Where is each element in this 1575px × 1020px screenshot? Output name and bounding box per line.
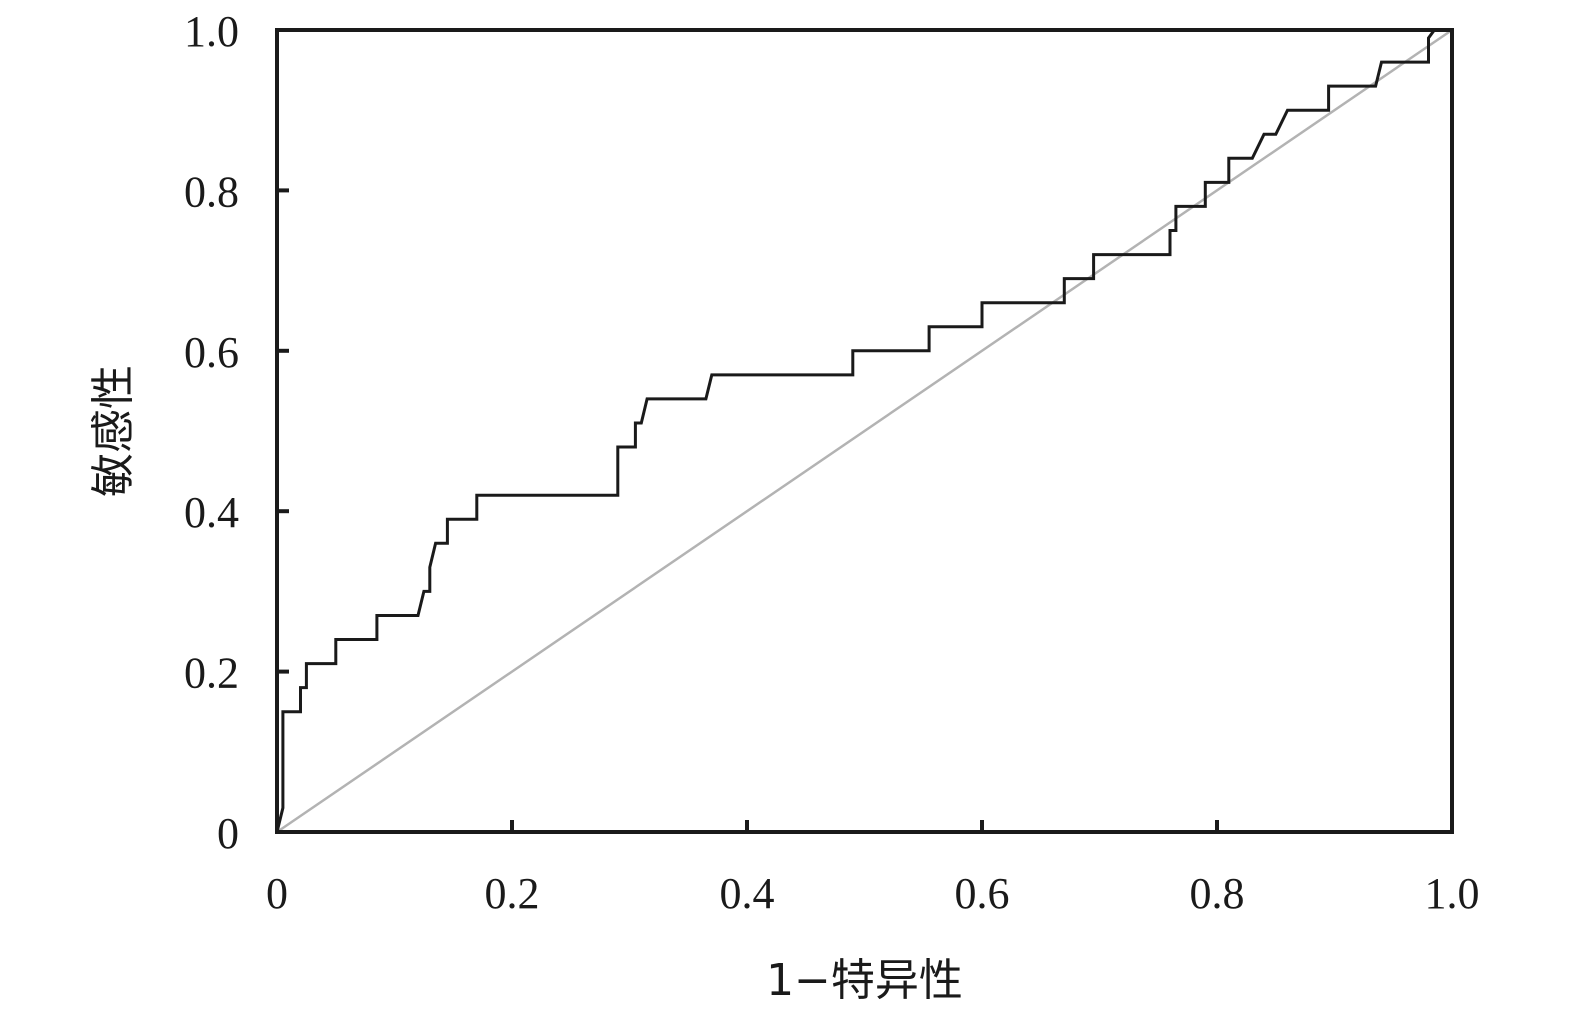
x-tick-label: 1.0	[1425, 869, 1480, 918]
y-tick-label: 0.2	[184, 649, 239, 698]
x-tick-label: 0.6	[955, 869, 1010, 918]
y-tick-label: 0.8	[184, 167, 239, 216]
y-axis-ticks: 0 0.2 0.4 0.6 0.8 1.0	[184, 7, 289, 858]
y-tick-label: 0	[217, 809, 239, 858]
x-axis-title: 1−特异性	[766, 955, 963, 1006]
x-tick-label: 0	[266, 869, 288, 918]
series-layer	[275, 28, 1453, 834]
plot-frame	[275, 28, 1454, 834]
reference-diagonal-line	[276, 28, 1453, 834]
x-tick-label: 0.8	[1190, 869, 1245, 918]
y-tick-label: 0.6	[184, 328, 239, 377]
x-tick-label: 0.2	[485, 869, 540, 918]
x-tick-label: 0.4	[720, 869, 775, 918]
y-axis-title: 敏感性	[88, 365, 139, 497]
x-axis-ticks: 0 0.2 0.4 0.6 0.8 1.0	[266, 820, 1480, 918]
y-tick-label: 0.4	[184, 488, 239, 537]
roc-curve-line	[275, 29, 1436, 833]
y-tick-label: 1.0	[184, 7, 239, 56]
